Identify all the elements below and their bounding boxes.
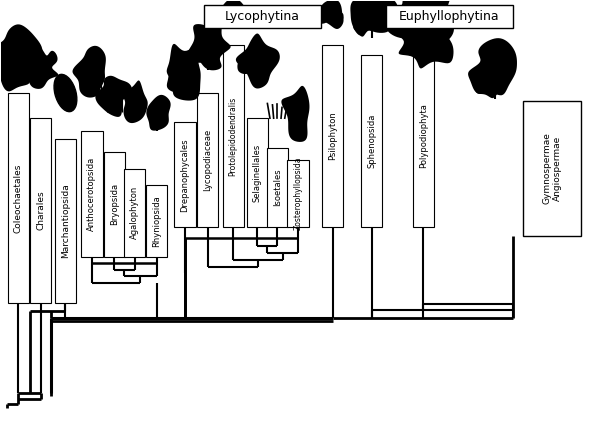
Bar: [124, 168, 146, 257]
Polygon shape: [350, 0, 398, 35]
Bar: [197, 93, 218, 227]
Bar: [413, 45, 434, 227]
Bar: [222, 45, 244, 227]
Text: Polypodiophyta: Polypodiophyta: [419, 104, 428, 168]
Text: Rhyniopsida: Rhyniopsida: [152, 195, 161, 247]
Polygon shape: [281, 86, 310, 142]
Polygon shape: [476, 72, 502, 98]
Polygon shape: [167, 70, 185, 92]
Polygon shape: [146, 95, 171, 131]
Text: Coleochaetales: Coleochaetales: [14, 163, 23, 232]
Text: Anthocerotopsida: Anthocerotopsida: [87, 157, 96, 231]
Polygon shape: [188, 24, 231, 70]
Text: Charales: Charales: [36, 191, 45, 230]
Polygon shape: [218, 0, 248, 28]
Text: Lycophуtina: Lycophуtina: [225, 10, 300, 23]
Text: Lycopodiaceae: Lycopodiaceae: [204, 129, 212, 191]
Bar: [104, 152, 125, 257]
Text: Gymnospermae
Angiospermae: Gymnospermae Angiospermae: [543, 133, 562, 205]
Bar: [386, 5, 513, 28]
Text: Euphyllophytina: Euphyllophytina: [399, 10, 500, 23]
Polygon shape: [96, 76, 132, 117]
Text: Isoetales: Isoetales: [273, 168, 282, 206]
Bar: [30, 118, 51, 303]
Polygon shape: [216, 14, 227, 20]
Polygon shape: [73, 46, 106, 98]
Bar: [8, 93, 29, 303]
Bar: [204, 5, 322, 28]
Bar: [361, 55, 382, 227]
Bar: [81, 131, 103, 257]
Bar: [146, 185, 168, 257]
Text: Psilophyton: Psilophyton: [328, 112, 337, 160]
Polygon shape: [237, 61, 252, 74]
Bar: [55, 139, 76, 303]
Polygon shape: [394, 15, 454, 69]
Polygon shape: [167, 44, 201, 101]
Text: Marchantiopsida: Marchantiopsida: [61, 184, 70, 258]
Polygon shape: [353, 19, 371, 37]
Polygon shape: [468, 38, 517, 95]
Text: Selaginellales: Selaginellales: [253, 144, 262, 202]
Bar: [267, 147, 288, 227]
Polygon shape: [319, 0, 343, 29]
Text: Agalophyton: Agalophyton: [130, 186, 139, 239]
Polygon shape: [122, 80, 148, 123]
Polygon shape: [236, 34, 280, 88]
Text: Bryopsida: Bryopsida: [110, 183, 119, 225]
Text: Sphenopsida: Sphenopsida: [367, 114, 376, 168]
Polygon shape: [334, 13, 343, 21]
Polygon shape: [0, 24, 42, 91]
Bar: [174, 123, 195, 227]
Bar: [322, 45, 343, 227]
Bar: [287, 160, 309, 227]
Polygon shape: [188, 49, 205, 63]
Text: Protolepidodendralis: Protolepidodendralis: [229, 96, 238, 176]
Polygon shape: [27, 45, 58, 89]
Bar: [247, 118, 268, 227]
Text: Drepanophycales: Drepanophycales: [181, 138, 189, 212]
Polygon shape: [385, 0, 454, 46]
Polygon shape: [318, 13, 330, 24]
Ellipse shape: [54, 75, 77, 112]
Text: Zosterophyllopsida: Zosterophyllopsida: [293, 157, 303, 230]
Bar: [523, 101, 581, 236]
